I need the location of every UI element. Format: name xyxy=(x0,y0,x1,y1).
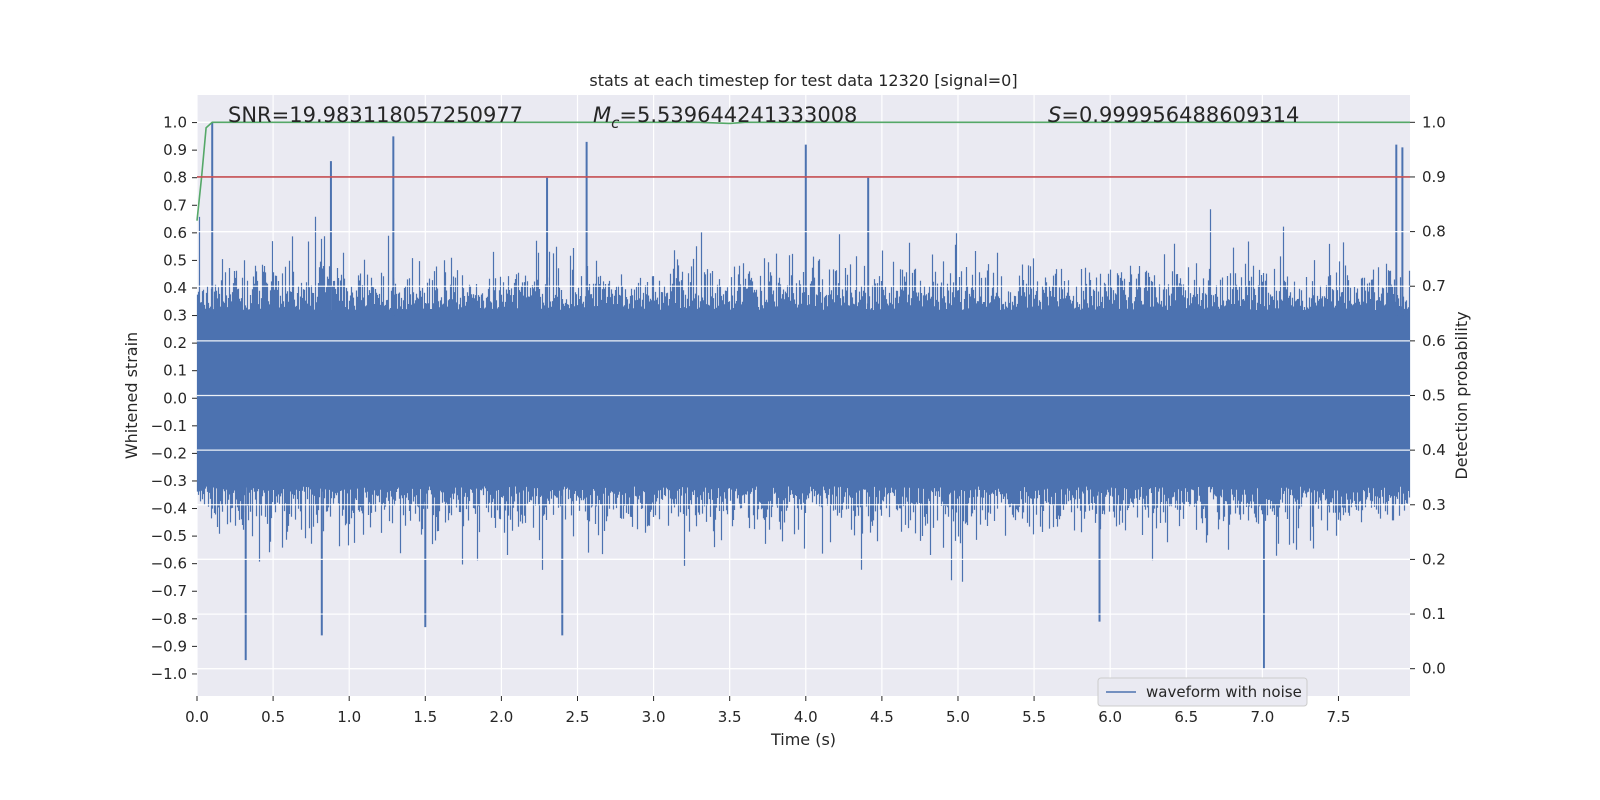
x-tick-label: 5.0 xyxy=(946,708,970,726)
y-tick-label-right: 0.1 xyxy=(1422,605,1446,623)
x-tick-label: 4.0 xyxy=(794,708,818,726)
chirp-mass-value: =5.539644241333008 xyxy=(619,103,857,127)
y-tick-label-right: 0.5 xyxy=(1422,387,1446,405)
y-tick-label: −0.7 xyxy=(151,582,187,600)
y-tick-label: 0.6 xyxy=(163,224,187,242)
waveform-series xyxy=(196,121,1411,670)
detection-probability-line xyxy=(196,121,1410,221)
y-tick-label: 0.8 xyxy=(163,169,187,187)
y-tick-label-right: 0.7 xyxy=(1422,277,1446,295)
x-tick-label: 1.0 xyxy=(337,708,361,726)
y-tick-label: 0.9 xyxy=(163,141,187,159)
snr-annotation: SNR=19.983118057250977 xyxy=(228,103,523,127)
x-tick-label: 4.5 xyxy=(870,708,894,726)
y-tick-label: 0.2 xyxy=(163,334,187,352)
x-tick-label: 3.0 xyxy=(642,708,666,726)
y-tick-label: −0.4 xyxy=(151,500,187,518)
y-tick-label: 0.7 xyxy=(163,196,187,214)
y-tick-label-right: 1.0 xyxy=(1422,113,1446,131)
chirp-mass-symbol: M xyxy=(593,103,611,127)
y-tick-label: 0.4 xyxy=(163,279,187,297)
chirp-mass-subscript: c xyxy=(611,114,620,132)
s-annotation: S=0.999956488609314 xyxy=(1048,103,1299,127)
x-tick-label: 5.5 xyxy=(1022,708,1046,726)
probability-series xyxy=(196,121,1410,221)
x-tick-label: 2.0 xyxy=(489,708,513,726)
x-tick-label: 7.0 xyxy=(1250,708,1274,726)
y-tick-label: −0.8 xyxy=(151,610,187,628)
y-tick-label: 0.3 xyxy=(163,307,187,325)
chart-title: stats at each timestep for test data 123… xyxy=(589,71,1017,90)
y-tick-label: −0.2 xyxy=(151,444,187,462)
y-tick-label-right: 0.4 xyxy=(1422,441,1446,459)
legend-box xyxy=(1097,677,1308,707)
chirp-mass-annotation: Mc=5.539644241333008 xyxy=(593,103,857,132)
y-tick-label-right: 0.0 xyxy=(1422,660,1446,678)
y-tick-label: −0.1 xyxy=(151,417,187,435)
y-tick-label-right: 0.6 xyxy=(1422,332,1446,350)
x-tick-label: 6.0 xyxy=(1098,708,1122,726)
y-tick-label: 0.1 xyxy=(163,362,187,380)
y-tick-label-right: 0.3 xyxy=(1422,496,1446,514)
waveform-core xyxy=(197,315,1410,481)
x-tick-label: 0.5 xyxy=(261,708,285,726)
y-axis-label: Whitened strain xyxy=(122,332,141,459)
legend: waveform with noise xyxy=(1097,677,1308,707)
y-tick-label: −1.0 xyxy=(151,665,187,683)
y-tick-label: −0.5 xyxy=(151,527,187,545)
y-tick-label: 0.0 xyxy=(163,389,187,407)
y-tick-label-right: 0.9 xyxy=(1422,168,1446,186)
legend-entry-waveform: waveform with noise xyxy=(1146,683,1302,701)
s-symbol: S xyxy=(1048,103,1061,127)
y-axis-label-right: Detection probability xyxy=(1452,311,1471,479)
y-tick-label: 1.0 xyxy=(163,114,187,132)
x-tick-label: 0.0 xyxy=(185,708,209,726)
x-tick-label: 1.5 xyxy=(413,708,437,726)
y-tick-label: −0.9 xyxy=(151,637,187,655)
x-tick-label: 7.5 xyxy=(1327,708,1351,726)
y-tick-label-right: 0.8 xyxy=(1422,223,1446,241)
axes: 0.0 0.5 1.0 1.5 2.0 2.5 3.0 3.5 4.0 4.5 5.0 5.5 6.0 6… xyxy=(151,113,1446,726)
y-tick-label: −0.3 xyxy=(151,472,187,490)
y-tick-label: −0.6 xyxy=(151,555,187,573)
x-tick-label: 2.5 xyxy=(566,708,590,726)
y-tick-label-right: 0.2 xyxy=(1422,550,1446,568)
s-value: =0.999956488609314 xyxy=(1061,103,1299,127)
x-axis-label: Time (s) xyxy=(770,730,836,749)
x-tick-label: 3.5 xyxy=(718,708,742,726)
x-tick-label: 6.5 xyxy=(1174,708,1198,726)
y-tick-label: 0.5 xyxy=(163,251,187,269)
